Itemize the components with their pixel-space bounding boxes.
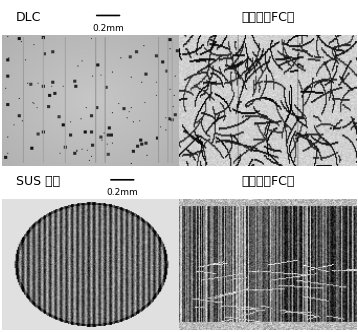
Text: SUS 窒化: SUS 窒化	[16, 175, 60, 188]
Text: 0.2mm: 0.2mm	[92, 24, 124, 33]
Text: DLC: DLC	[16, 11, 41, 24]
Text: 相手材（FC）: 相手材（FC）	[241, 11, 294, 24]
Text: 0.2mm: 0.2mm	[106, 189, 138, 198]
Text: 相手材（FC）: 相手材（FC）	[241, 175, 294, 188]
